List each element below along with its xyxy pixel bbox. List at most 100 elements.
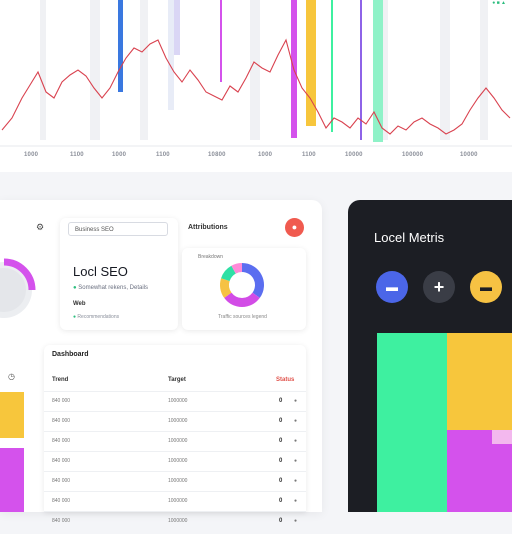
table-cell: 840 000 [52, 418, 71, 424]
seo-card[interactable]: Business SEO Locl SEO ● Somewhat rekens,… [60, 218, 178, 330]
trend-line [1, 38, 511, 135]
clock-icon[interactable]: ◷ [8, 372, 15, 381]
donut-slice [242, 263, 264, 298]
seo-title: Locl SEO [73, 264, 128, 279]
seo-recommendations-text: Recommendations [77, 314, 120, 320]
bar-green [331, 0, 333, 132]
yellow-block [447, 333, 512, 430]
donut-slice [221, 265, 236, 281]
table-row[interactable]: 840 000 1000000 0 ● [44, 471, 306, 494]
table-cell: 0 [279, 498, 283, 504]
alert-icon[interactable]: ● [285, 218, 304, 237]
donut-title: Breakdown [198, 254, 224, 260]
bar-purple-thin [360, 0, 362, 140]
table-header[interactable]: Status [276, 377, 295, 383]
table-cell: 840 000 [52, 518, 71, 524]
top-chart-svg [0, 0, 512, 147]
table-cell: 1000000 [168, 498, 188, 504]
donut-slice [224, 292, 260, 307]
donut-caption: Traffic sources legend [218, 314, 267, 320]
progress-ring [0, 258, 36, 318]
x-tick-label: 1000 [258, 152, 273, 158]
table-cell: 1000000 [168, 438, 188, 444]
top-line-chart: ● ■ ▲ 1000 1100 1000 1100 10800 1000 110… [0, 0, 512, 172]
row-status-icon: ● [294, 458, 298, 464]
x-tick-label: 1000 [24, 152, 39, 158]
table-cell: 840 000 [52, 398, 71, 404]
dots-icon[interactable]: ▬ [470, 271, 502, 303]
seo-subtitle-text: Somewhat rekens, Details [78, 285, 148, 291]
seo-recommendations[interactable]: ● Recommendations [73, 314, 119, 320]
table-cell: 0 [279, 398, 283, 404]
donut-slice [231, 263, 242, 274]
x-tick-label: 10000 [345, 152, 363, 158]
dashboard-table: Dashboard Trend Target Status 840 000 100… [44, 345, 306, 524]
yellow-bar [0, 392, 24, 438]
donut-slice [220, 278, 232, 298]
table-cell: 1000000 [168, 418, 188, 424]
x-tick-label: 10000 [460, 152, 478, 158]
donut-chart [220, 263, 264, 307]
seo-metric: Web [73, 301, 86, 307]
table-row[interactable]: 840 000 1000000 0 ● [44, 431, 306, 454]
table-row[interactable]: 840 000 1000000 0 ● [44, 511, 306, 534]
table-title: Dashboard [52, 351, 89, 358]
background-grid [0, 0, 512, 147]
chart-legend: ● ■ ▲ [492, 0, 506, 6]
table-cell: 1000000 [168, 478, 188, 484]
bar-yellow [306, 0, 316, 126]
attribution-label: Attributions [188, 224, 228, 231]
plus-icon[interactable]: + [423, 271, 455, 303]
row-status-icon: ● [294, 498, 298, 504]
table-cell: 1000000 [168, 518, 188, 524]
status-dot-icon: ● [73, 285, 79, 291]
donut-slices [220, 263, 264, 307]
left-color-bars [0, 392, 24, 512]
seo-subtitle: ● Somewhat rekens, Details [73, 285, 148, 291]
table-cell: 1000000 [168, 398, 188, 404]
bar-green-tall [373, 0, 383, 142]
table-row[interactable]: 840 000 1000000 0 ● [44, 411, 306, 434]
green-block [377, 333, 447, 512]
table-cell: 1000000 [168, 458, 188, 464]
x-tick-label: 1100 [156, 152, 170, 158]
bar-gap [0, 438, 24, 448]
table-row[interactable]: 840 000 1000000 0 ● [44, 391, 306, 414]
pink-block [492, 430, 512, 444]
x-tick-label: 1100 [302, 152, 316, 158]
row-status-icon: ● [294, 478, 298, 484]
status-dot-icon: ● [73, 314, 78, 320]
table-cell: 0 [279, 418, 283, 424]
table-cell: 840 000 [52, 438, 71, 444]
table-cell: 0 [279, 458, 283, 464]
table-row[interactable]: 840 000 1000000 0 ● [44, 491, 306, 514]
table-cell: 840 000 [52, 478, 71, 484]
table-row[interactable]: 840 000 1000000 0 ● [44, 451, 306, 474]
row-status-icon: ● [294, 398, 298, 404]
table-cell: 0 [279, 438, 283, 444]
bar-lavender [174, 0, 180, 55]
x-tick-label: 100000 [402, 152, 424, 158]
breakdown-card: Breakdown Traffic sources legend [182, 248, 306, 330]
table-cell: 0 [279, 518, 283, 524]
table-cell: 840 000 [52, 458, 71, 464]
magenta-bar [0, 448, 24, 512]
x-tick-label: 1100 [70, 152, 84, 158]
row-status-icon: ● [294, 418, 298, 424]
x-tick-label: 10800 [208, 152, 226, 158]
table-header[interactable]: Target [168, 377, 186, 383]
x-tick-label: 1000 [112, 152, 127, 158]
table-cell: 840 000 [52, 498, 71, 504]
metrics-panel: Locel Metris ▬ + ▬ [348, 200, 512, 512]
bar-blue-shadow [168, 0, 174, 110]
metrics-title: Locel Metris [374, 230, 445, 245]
chat-icon[interactable]: ▬ [376, 271, 408, 303]
seo-search-input[interactable]: Business SEO [68, 222, 168, 236]
bar-blue [118, 0, 123, 92]
bar-magenta-thin [220, 0, 222, 82]
table-header[interactable]: Trend [52, 377, 69, 383]
gear-icon[interactable]: ⚙ [36, 222, 45, 232]
row-status-icon: ● [294, 438, 298, 444]
row-status-icon: ● [294, 518, 298, 524]
table-cell: 0 [279, 478, 283, 484]
